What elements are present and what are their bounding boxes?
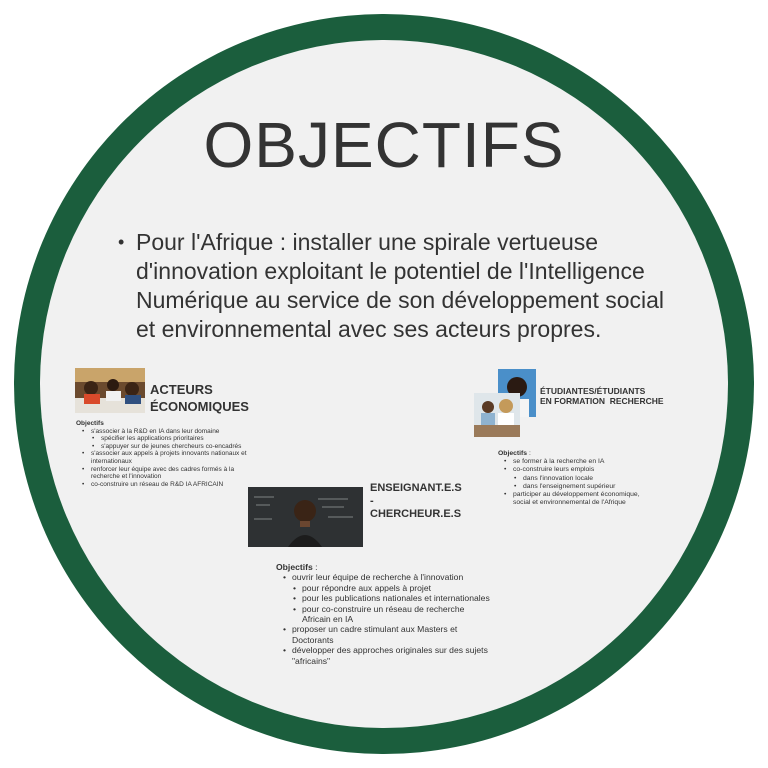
- enseignants-objectifs-title: Objectifs :: [276, 562, 491, 572]
- acteurs-heading-line1: ACTEURS: [150, 382, 213, 397]
- list-item: s'associer aux appels à projets innovant…: [82, 450, 256, 465]
- enseignants-heading-line3: CHERCHEUR.E.S: [370, 508, 462, 520]
- enseignants-objectifs: Objectifs : ouvrir leur équipe de recher…: [276, 562, 491, 666]
- enseignants-heading-line1: ENSEIGNANT.E.S: [370, 482, 462, 494]
- main-objective-text: Pour l'Afrique : installer une spirale v…: [136, 229, 665, 342]
- enseignant-photo: [248, 487, 363, 547]
- list-item: pour répondre aux appels à projet: [283, 583, 491, 594]
- list-item: co-construire leurs emplois: [504, 466, 658, 474]
- enseignants-objectifs-label: Objectifs: [276, 562, 313, 572]
- enseignants-objectifs-suffix: :: [312, 562, 318, 572]
- bullet-icon: •: [118, 232, 125, 252]
- acteurs-list: s'associer à la R&D en IA dans leur doma…: [82, 428, 256, 489]
- list-item: renforcer leur équipe avec des cadres fo…: [82, 466, 256, 481]
- etudiants-objectifs-label: Objectifs: [498, 450, 528, 457]
- etudiants-objectifs-suffix: :: [527, 450, 531, 457]
- acteurs-objectifs-label: Objectifs: [76, 420, 104, 427]
- etudiants-heading-line1: ÉTUDIANTES/ÉTUDIANTS: [540, 386, 646, 396]
- etudiants-heading: ÉTUDIANTES/ÉTUDIANTS EN FORMATION RECHER…: [540, 386, 664, 406]
- list-item: dans l'enseignement supérieur: [504, 483, 658, 491]
- list-item: participer au développement économique, …: [504, 491, 658, 507]
- list-item: s'appuyer sur de jeunes chercheurs co-en…: [82, 443, 256, 451]
- list-item: s'associer à la R&D en IA dans leur doma…: [82, 428, 256, 436]
- slide-title: OBJECTIFS: [203, 109, 565, 181]
- acteurs-heading: ACTEURS ÉCONOMIQUES: [150, 381, 249, 415]
- acteurs-objectifs: Objectifs s'associer à la R&D en IA dans…: [76, 420, 256, 488]
- list-item: développer des approches originales sur …: [283, 645, 491, 666]
- etudiants-objectifs-title: Objectifs :: [498, 450, 658, 458]
- acteurs-photo: [75, 368, 145, 413]
- acteurs-heading-line2: ÉCONOMIQUES: [150, 399, 249, 414]
- list-item: ouvrir leur équipe de recherche à l'inno…: [283, 572, 491, 583]
- etudiants-photo: [474, 393, 520, 437]
- list-item: pour co-construire un réseau de recherch…: [283, 604, 491, 625]
- enseignants-list: ouvrir leur équipe de recherche à l'inno…: [283, 572, 491, 666]
- list-item: co-construire un réseau de R&D IA AFRICA…: [82, 481, 256, 489]
- list-item: spécifier les applications prioritaires: [82, 435, 256, 443]
- etudiants-list: se former à la recherche en IA co-constr…: [504, 458, 658, 507]
- list-item: pour les publications nationales et inte…: [283, 593, 491, 604]
- enseignants-heading: ENSEIGNANT.E.S - CHERCHEUR.E.S: [370, 482, 462, 521]
- list-item: dans l'innovation locale: [504, 475, 658, 483]
- enseignants-heading-line2: -: [370, 495, 374, 507]
- etudiants-heading-line2: EN FORMATION RECHERCHE: [540, 396, 664, 406]
- list-item: se former à la recherche en IA: [504, 458, 658, 466]
- etudiants-objectifs: Objectifs : se former à la recherche en …: [498, 450, 658, 507]
- list-item: proposer un cadre stimulant aux Masters …: [283, 624, 491, 645]
